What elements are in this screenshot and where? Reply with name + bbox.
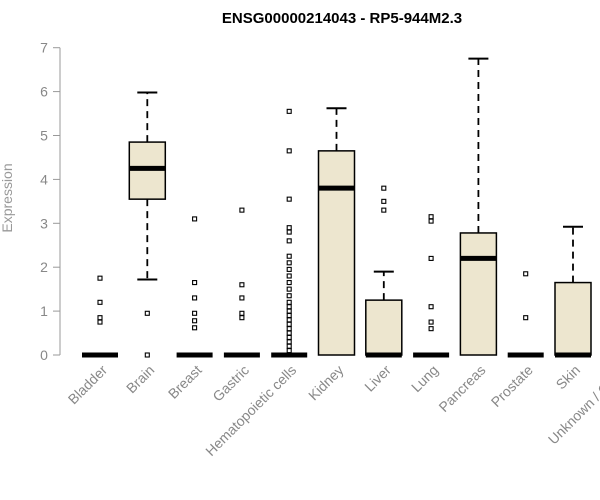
x-tick-label: Prostate: [488, 362, 536, 410]
outlier-point: [286, 253, 292, 259]
outlier-point: [286, 286, 292, 292]
outlier-point: [97, 319, 103, 325]
outlier-point: [286, 148, 292, 154]
outlier-point: [286, 312, 292, 319]
box-skin: [554, 225, 592, 358]
outlier-point: [97, 275, 103, 281]
outlier-point: [286, 299, 292, 305]
x-tick-label: Brain: [123, 362, 157, 396]
outlier-point: [286, 304, 292, 310]
outlier-point: [286, 343, 292, 349]
box-breast: [176, 216, 213, 358]
outlier-point: [144, 310, 150, 316]
box-body: [317, 150, 356, 356]
outlier-point: [286, 330, 292, 336]
outlier-point: [286, 260, 292, 266]
y-axis-label: Expression: [0, 163, 15, 232]
outlier-point: [192, 325, 198, 331]
y-tick-label: 0: [40, 347, 48, 363]
outlier-point: [239, 310, 245, 316]
outlier-point: [428, 326, 434, 332]
outlier-point: [97, 299, 103, 305]
box-pancreas: [459, 57, 498, 356]
box-lung: [413, 214, 450, 358]
outlier-point: [286, 326, 292, 332]
y-tick-label: 4: [40, 171, 48, 187]
outlier-point: [192, 216, 198, 222]
y-tick-label: 6: [40, 84, 48, 100]
outlier-point: [286, 280, 292, 286]
outlier-point: [523, 271, 529, 277]
y-tick-label: 3: [40, 215, 48, 231]
outlier-point: [239, 282, 245, 288]
outlier-point: [286, 348, 292, 354]
outlier-point: [286, 293, 292, 299]
x-tick-label: Lung: [408, 362, 441, 395]
outlier-point: [286, 196, 292, 202]
outlier-point: [239, 315, 245, 321]
outlier-point: [286, 238, 292, 244]
outlier-point: [192, 280, 198, 286]
x-tick-label: Kidney: [305, 362, 347, 404]
x-tick-label: Skin: [553, 362, 584, 393]
y-tick-label: 5: [40, 128, 48, 144]
outlier-point: [428, 304, 434, 310]
box-hematopoietic-cells: [271, 108, 308, 358]
x-tick-label: Bladder: [65, 362, 111, 408]
y-tick-label: 1: [40, 303, 48, 319]
chart-title: ENSG00000214043 - RP5-944M2.3: [222, 10, 462, 27]
outlier-point: [286, 229, 292, 235]
box-prostate: [507, 271, 544, 358]
outlier-point: [286, 108, 292, 114]
outlier-point: [381, 207, 387, 213]
outlier-point: [286, 308, 292, 314]
boxes-layer: [82, 57, 592, 358]
box-kidney: [317, 107, 356, 356]
outlier-point: [286, 273, 292, 279]
outlier-point: [286, 317, 292, 323]
outlier-point: [428, 214, 434, 220]
outlier-point: [97, 315, 103, 321]
box-bladder: [82, 275, 118, 358]
outlier-point: [286, 334, 292, 340]
x-tick-label: Liver: [361, 362, 394, 395]
outlier-point: [428, 218, 434, 224]
box-brain: [128, 91, 167, 358]
outlier-point: [286, 225, 292, 231]
x-tick-label: Pancreas: [435, 362, 488, 415]
outlier-point: [239, 295, 245, 301]
outlier-point: [381, 185, 387, 191]
box-body: [459, 232, 498, 356]
y-tick-label: 7: [40, 40, 48, 56]
box-liver: [365, 185, 403, 358]
outlier-point: [286, 339, 292, 345]
outlier-point: [192, 295, 198, 301]
outlier-point: [192, 318, 198, 324]
outlier-point: [381, 198, 387, 204]
box-gastric: [223, 207, 260, 358]
outlier-point: [144, 352, 150, 358]
outlier-point: [286, 321, 292, 327]
outlier-point: [428, 319, 434, 325]
x-tick-label: Hematopoietic cells: [202, 362, 299, 459]
outlier-point: [239, 207, 245, 213]
outlier-point: [286, 266, 292, 272]
outlier-point: [192, 310, 198, 316]
x-tick-label: Gastric: [209, 362, 252, 405]
outlier-point: [523, 315, 529, 321]
x-tick-label: Breast: [165, 362, 205, 402]
y-axis: 0 1 2 3 4 5 6 7: [40, 40, 61, 363]
outlier-point: [428, 255, 434, 261]
y-tick-label: 2: [40, 259, 48, 275]
box-body: [554, 281, 592, 356]
box-body: [365, 299, 403, 356]
